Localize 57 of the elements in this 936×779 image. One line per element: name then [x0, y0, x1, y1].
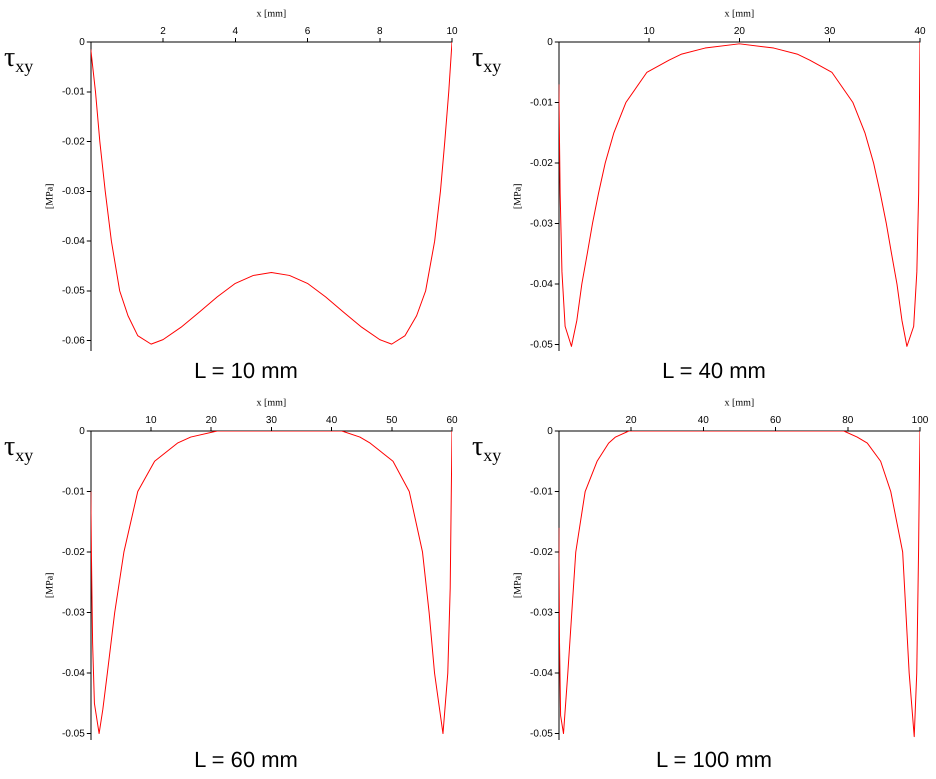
- x-tick-label: 30: [266, 414, 278, 426]
- x-tick-label: 20: [734, 26, 746, 37]
- x-axis-title: x [mm]: [724, 398, 754, 409]
- y-tick-label: -0.05: [530, 728, 554, 740]
- x-tick-label: 20: [206, 414, 218, 426]
- y-tick-label: -0.01: [62, 86, 86, 98]
- x-tick-label: 20: [625, 414, 638, 426]
- y-tick-label: -0.04: [530, 668, 554, 679]
- y-tick-label: 0: [547, 36, 554, 48]
- y-tick-label: -0.02: [62, 546, 86, 558]
- y-tick-label: -0.01: [530, 486, 554, 498]
- y-tick-label: -0.02: [530, 158, 554, 169]
- y-axis-title: [MPa]: [44, 184, 56, 210]
- y-axis-title: [MPa]: [512, 184, 524, 210]
- x-tick-label: 40: [698, 414, 710, 426]
- y-tick-label: -0.05: [62, 286, 86, 297]
- y-tick-label: 0: [79, 36, 86, 48]
- y-axis-title: [MPa]: [512, 572, 524, 598]
- y-tick-label: -0.03: [530, 218, 554, 230]
- y-tick-label: 0: [547, 426, 554, 437]
- y-tick-label: -0.04: [62, 668, 86, 679]
- y-tick-label: -0.03: [62, 186, 86, 198]
- text: L = 10 mm: [194, 358, 298, 383]
- y-tick-label: -0.02: [530, 546, 554, 558]
- x-tick-label: 40: [914, 26, 926, 37]
- y-tick-label: -0.05: [530, 339, 554, 350]
- x-tick-label: 40: [326, 414, 338, 426]
- x-tick-label: 30: [824, 26, 836, 37]
- x-tick-label: 50: [386, 414, 398, 426]
- x-tick-label: 6: [304, 26, 311, 37]
- x-tick-label: 8: [376, 26, 383, 37]
- y-tick-label: -0.05: [62, 728, 86, 740]
- x-axis-title: x [mm]: [724, 8, 754, 20]
- y-tick-label: -0.04: [62, 236, 86, 247]
- y-tick-label: -0.01: [62, 486, 86, 498]
- y-tick-label: 0: [79, 426, 86, 437]
- y-tick-label: -0.01: [530, 97, 554, 108]
- y-tick-label: -0.06: [62, 335, 86, 346]
- y-tick-label: -0.02: [62, 136, 86, 148]
- y-tick-label: -0.03: [530, 607, 554, 618]
- y-tick-label: -0.03: [62, 607, 86, 618]
- x-tick-label: 10: [644, 26, 656, 37]
- x-axis-title: x [mm]: [256, 398, 286, 409]
- x-tick-label: 80: [842, 414, 854, 426]
- y-axis-title: [MPa]: [44, 572, 56, 598]
- text: L = 100 mm: [656, 746, 772, 772]
- x-tick-label: 10: [145, 414, 157, 426]
- x-tick-label: 60: [770, 414, 782, 426]
- x-tick-label: 4: [232, 26, 238, 37]
- text: L = 60 mm: [194, 746, 298, 772]
- x-axis-title: x [mm]: [256, 8, 286, 20]
- x-tick-label: 60: [446, 414, 458, 426]
- x-tick-label: 2: [160, 26, 166, 37]
- y-tick-label: -0.04: [530, 278, 554, 290]
- x-tick-label: 10: [446, 26, 458, 37]
- x-tick-label: 100: [912, 414, 929, 426]
- text: L = 40 mm: [662, 358, 766, 383]
